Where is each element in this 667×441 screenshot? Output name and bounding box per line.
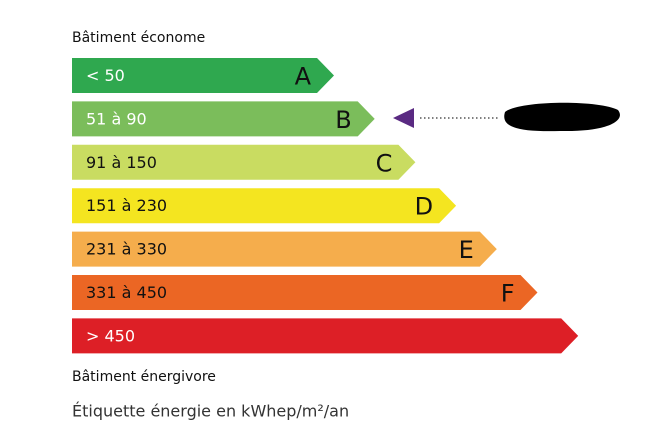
class-range: 231 à 330 [86, 240, 167, 259]
class-bar [72, 101, 375, 137]
class-letter: F [501, 280, 515, 308]
caption: Étiquette énergie en kWhep/m²/an [72, 402, 349, 421]
class-range: > 450 [86, 326, 135, 345]
class-bar [72, 144, 416, 180]
redacted-value [504, 102, 620, 132]
class-range: 91 à 150 [86, 153, 157, 172]
class-letter: B [335, 106, 351, 134]
class-bar [72, 231, 497, 267]
class-range: < 50 [86, 66, 125, 85]
indicator-arrow [393, 108, 414, 128]
class-letter: A [295, 63, 312, 91]
bottom-label: Bâtiment énergivore [72, 369, 216, 385]
class-bar [72, 58, 334, 93]
class-bar [72, 318, 579, 354]
class-range: 51 à 90 [86, 109, 147, 128]
class-bar [72, 188, 457, 224]
class-letter: E [459, 236, 474, 264]
class-bar [72, 275, 538, 310]
class-letter: D [415, 193, 433, 221]
class-range: 151 à 230 [86, 196, 167, 215]
class-range: 331 à 450 [86, 283, 167, 302]
class-letter: C [376, 149, 393, 177]
top-label: Bâtiment économe [72, 30, 205, 46]
